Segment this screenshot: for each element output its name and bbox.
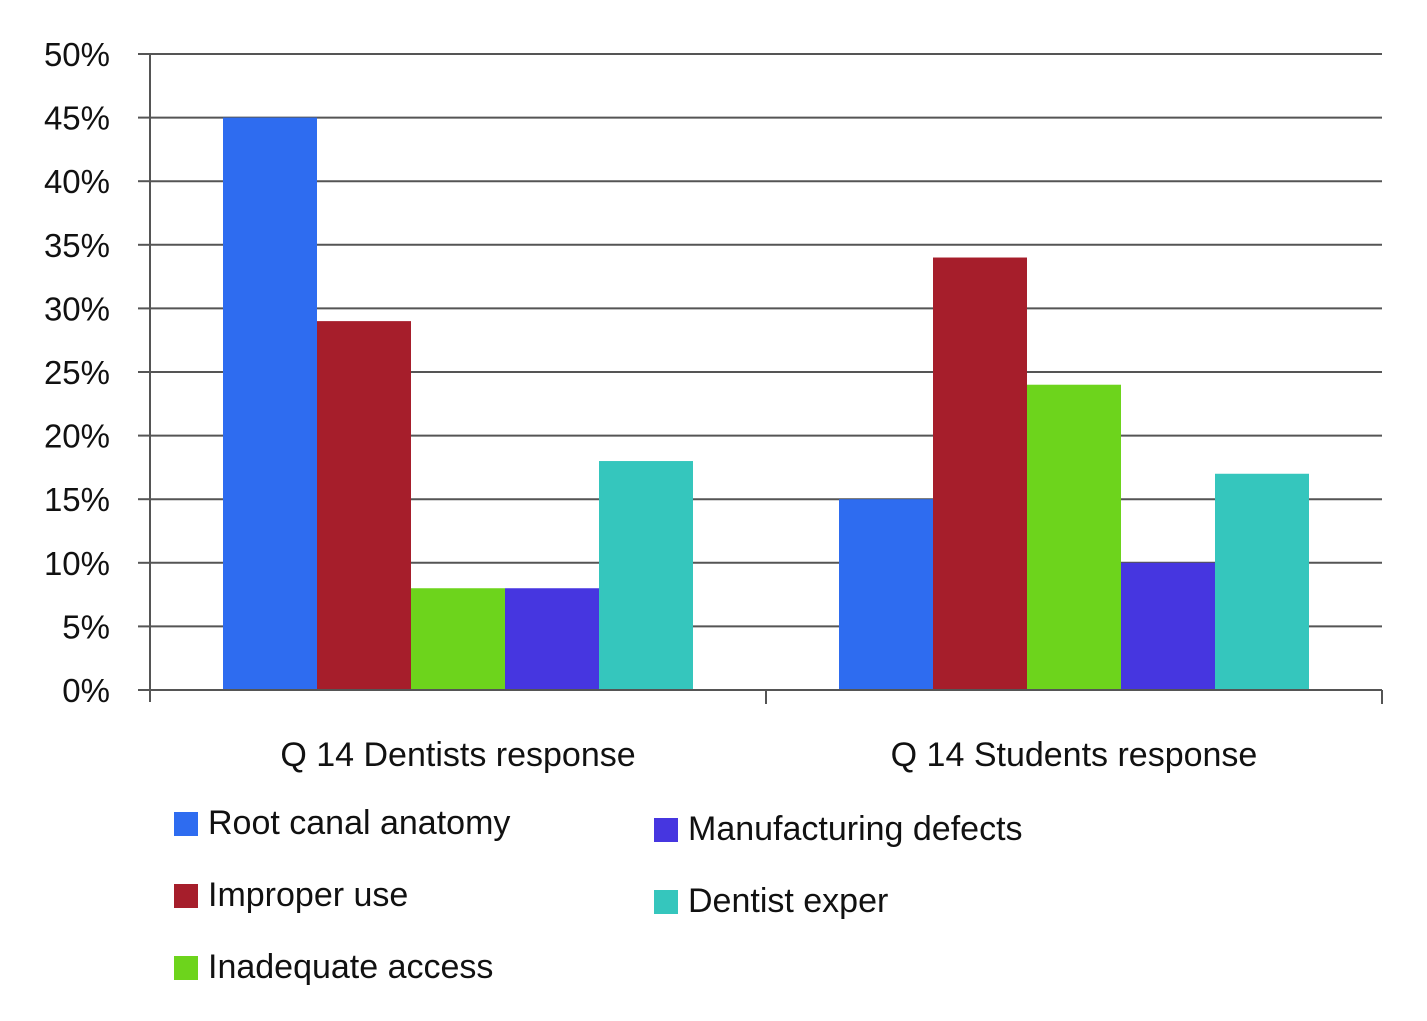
- legend-label: Manufacturing defects: [688, 810, 1023, 848]
- bar-root-canal-anatomy-1: [223, 117, 317, 691]
- legend-item-dentist-exper: Dentist exper: [654, 882, 888, 920]
- legend-swatch: [174, 812, 198, 836]
- y-tick-label: 0%: [62, 672, 110, 709]
- y-tick-label: 10%: [44, 545, 110, 582]
- legend-label: Inadequate access: [208, 948, 493, 986]
- x-category-label: Q 14 Dentists response: [280, 736, 635, 774]
- bar-dentist-exper-2: [1215, 473, 1309, 690]
- y-tick-label: 45%: [44, 100, 110, 137]
- bar-improper-use-1: [317, 321, 411, 690]
- y-tick-label: 40%: [44, 163, 110, 200]
- legend-swatch: [654, 818, 678, 842]
- legend-item-improper-use: Improper use: [174, 876, 408, 914]
- y-tick-labels: 0% 5% 10% 15% 20% 25% 30% 35% 40% 45% 50%: [44, 36, 110, 709]
- bar-inadequate-access-1: [411, 588, 505, 690]
- legend-item-inadequate-access: Inadequate access: [174, 948, 493, 986]
- x-category-label: Q 14 Students response: [891, 736, 1258, 774]
- legend-label: Root canal anatomy: [208, 804, 510, 842]
- bar-manufacturing-defects-1: [505, 588, 599, 690]
- y-tick-label: 15%: [44, 481, 110, 518]
- legend-swatch: [174, 884, 198, 908]
- legend-label: Dentist exper: [688, 882, 888, 920]
- legend-swatch: [654, 890, 678, 914]
- bar-inadequate-access-2: [1027, 384, 1121, 690]
- y-tick-label: 50%: [44, 36, 110, 73]
- bar-manufacturing-defects-2: [1121, 562, 1215, 690]
- bar-dentist-exper-1: [599, 461, 693, 690]
- bar-improper-use-2: [933, 257, 1027, 690]
- x-category-labels: Q 14 Dentists response Q 14 Students resp…: [280, 736, 1257, 774]
- y-tick-label: 20%: [44, 418, 110, 455]
- y-tick-label: 30%: [44, 290, 110, 327]
- legend-label: Improper use: [208, 876, 408, 914]
- bar-root-canal-anatomy-2: [839, 499, 933, 690]
- y-tick-label: 35%: [44, 227, 110, 264]
- legend-swatch: [174, 956, 198, 980]
- legend-item-root-canal-anatomy: Root canal anatomy: [174, 804, 510, 842]
- y-tick-label: 25%: [44, 354, 110, 391]
- y-tick-label: 5%: [62, 608, 110, 645]
- legend: Root canal anatomy Improper use Inadequate…: [174, 804, 1023, 986]
- legend-item-manufacturing-defects: Manufacturing defects: [654, 810, 1023, 848]
- bars: [223, 117, 1309, 691]
- axes: [138, 53, 1383, 704]
